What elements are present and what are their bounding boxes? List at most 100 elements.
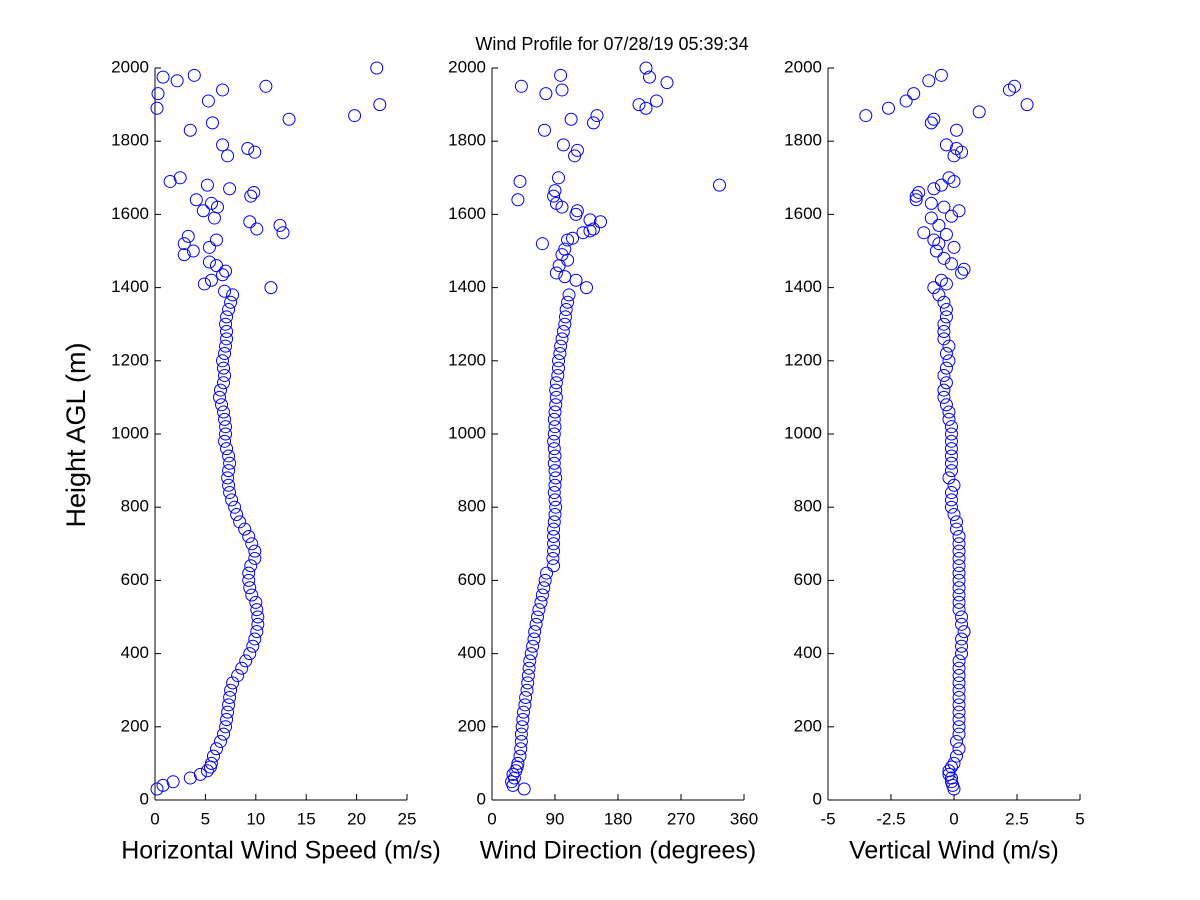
y-tick-label: 1600: [111, 204, 149, 223]
point: [950, 515, 964, 529]
point: [952, 742, 966, 756]
point: [549, 500, 563, 514]
point: [537, 581, 551, 595]
point: [217, 361, 231, 375]
point: [546, 551, 560, 565]
point: [547, 529, 561, 543]
point: [937, 368, 951, 382]
point: [231, 669, 245, 683]
point: [952, 537, 966, 551]
point: [163, 174, 177, 188]
point: [248, 145, 262, 159]
point: [239, 654, 253, 668]
point: [197, 277, 211, 291]
point: [939, 361, 953, 375]
point: [242, 529, 256, 543]
point: [927, 112, 941, 126]
point: [156, 778, 170, 792]
point: [524, 647, 538, 661]
point: [220, 332, 234, 346]
x-tick-label: 0: [487, 809, 496, 828]
point: [547, 537, 561, 551]
y-tick-label: 1800: [448, 131, 486, 150]
point: [548, 449, 562, 463]
point: [226, 288, 240, 302]
point: [947, 478, 961, 492]
point: [223, 691, 237, 705]
point: [952, 691, 966, 705]
point: [934, 178, 948, 192]
point: [927, 281, 941, 295]
point: [937, 325, 951, 339]
point: [924, 211, 938, 225]
point: [151, 87, 165, 101]
point: [939, 277, 953, 291]
point: [219, 264, 233, 278]
point: [248, 551, 262, 565]
point: [937, 200, 951, 214]
x-axis-label: Horizontal Wind Speed (m/s): [121, 837, 441, 865]
point: [547, 427, 561, 441]
point: [639, 61, 653, 75]
point: [517, 782, 531, 796]
point: [944, 456, 958, 470]
point: [942, 412, 956, 426]
x-tick-label: 20: [347, 809, 366, 828]
point: [587, 116, 600, 130]
point: [952, 669, 966, 683]
point: [249, 595, 263, 609]
point: [594, 215, 607, 229]
point: [209, 259, 223, 273]
x-tick-label: 10: [246, 809, 265, 828]
point: [218, 368, 232, 382]
point: [932, 237, 946, 251]
point: [516, 712, 530, 726]
point: [947, 782, 961, 796]
point: [955, 145, 969, 159]
point: [547, 189, 561, 203]
point: [217, 376, 231, 390]
point: [219, 339, 233, 353]
point: [950, 734, 964, 748]
y-tick-label: 200: [458, 716, 486, 735]
point: [939, 303, 953, 317]
point: [552, 361, 565, 375]
point: [1007, 79, 1021, 93]
point: [513, 174, 527, 188]
point: [561, 233, 575, 247]
point: [548, 464, 562, 478]
point: [531, 610, 544, 624]
y-tick-label: 1200: [111, 350, 149, 369]
point: [535, 237, 549, 251]
point: [217, 727, 231, 741]
point: [932, 288, 946, 302]
point: [952, 720, 966, 734]
point: [228, 500, 242, 514]
point: [514, 734, 528, 748]
point: [534, 595, 548, 609]
point: [552, 171, 565, 185]
point: [526, 639, 540, 653]
point: [924, 116, 938, 130]
y-tick-label: 200: [121, 716, 149, 735]
point: [519, 691, 533, 705]
point: [899, 94, 913, 108]
point: [569, 207, 583, 221]
point: [242, 566, 256, 580]
point: [221, 471, 235, 485]
point: [917, 226, 931, 240]
y-tick-label: 1000: [448, 423, 486, 442]
point: [553, 346, 567, 360]
point: [548, 508, 562, 522]
y-tick-label: 400: [458, 643, 486, 662]
y-tick-label: 1400: [111, 277, 149, 296]
point: [243, 215, 257, 229]
point: [517, 705, 530, 719]
point: [238, 522, 252, 536]
point: [950, 749, 964, 763]
point: [937, 295, 951, 309]
point: [222, 698, 236, 712]
point: [547, 412, 561, 426]
x-tick-label: 25: [398, 809, 417, 828]
y-tick-label: 2000: [784, 57, 822, 76]
